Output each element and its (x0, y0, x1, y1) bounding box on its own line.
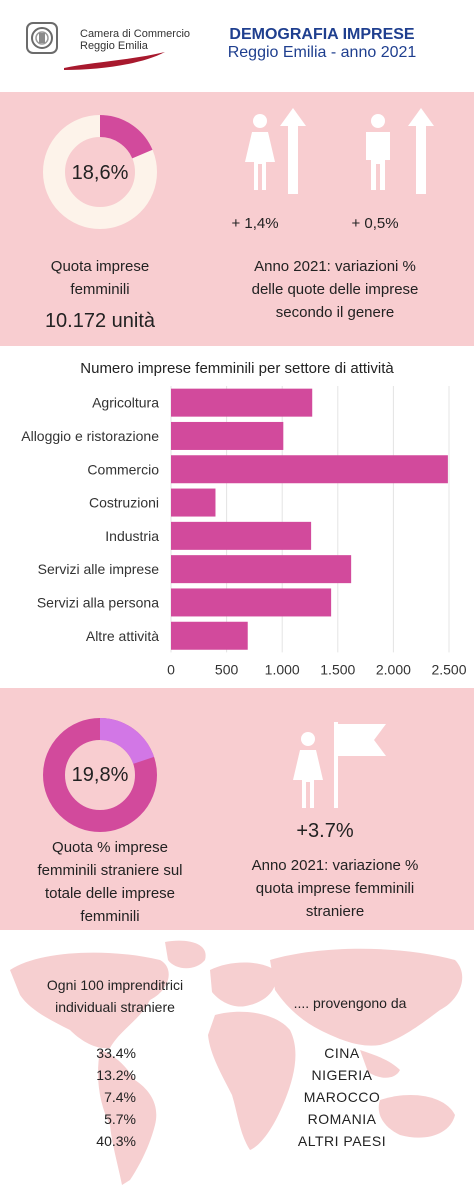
logo-swoosh (64, 52, 165, 70)
origin-intro-left: Ogni 100 imprenditrici individuali stran… (20, 974, 210, 1018)
foreign-variation-caption-line1: Anno 2021: variazione % (251, 857, 419, 874)
origin-country-list: CINA NIGERIA MAROCCO ROMANIA ALTRI PAESI (280, 1042, 404, 1152)
bar (171, 521, 312, 550)
bar (171, 621, 248, 650)
x-tick-label: 0 (167, 661, 175, 677)
origin-percent-list: 33.4% 13.2% 7.4% 5.7% 40.3% (60, 1042, 136, 1152)
category-label: Commercio (87, 461, 159, 477)
sector-bar-chart: 0 500 1.000 1.500 2.000 2.500 Agricoltura Allog… (21, 386, 467, 677)
flag-icon (334, 722, 386, 808)
female-business-count: 10.172 unità (44, 310, 156, 332)
foreign-share-section: 19,8% Quota % imprese femminili stranier… (0, 688, 474, 930)
share-caption-line2: femminili (70, 281, 130, 298)
foreign-share-caption-line1: Quota % imprese (52, 839, 168, 856)
sector-chart-section: Numero imprese femminili per settore di … (0, 346, 474, 688)
chamber-seal-logo (26, 22, 58, 54)
origin-country: NIGERIA (311, 1067, 373, 1083)
man-icon (366, 114, 390, 190)
origin-percent: 7.4% (104, 1089, 136, 1105)
origin-intro-left-line1: Ogni 100 imprenditrici (46, 977, 184, 993)
origin-percent: 5.7% (104, 1111, 136, 1127)
foreign-share-caption-line4: femminili (80, 908, 140, 925)
variation-caption-line3: secondo il genere (275, 304, 395, 321)
page-title: DEMOGRAFIA IMPRESE (229, 26, 415, 43)
variation-caption-line1: Anno 2021: variazioni % (254, 258, 416, 275)
category-label: Servizi alle imprese (38, 561, 160, 577)
category-label: Agricoltura (92, 395, 159, 411)
female-share-section: 18,6% Quota imprese femminili 10.172 uni… (0, 92, 474, 346)
origin-percent: 33.4% (96, 1045, 136, 1061)
female-change: + 1,4% (231, 215, 279, 232)
bar (171, 488, 216, 517)
category-label: Altre attività (86, 628, 159, 644)
foreign-share-caption-line3: totale delle imprese (44, 885, 176, 902)
woman-icon (293, 732, 323, 808)
bar (171, 588, 332, 617)
x-tick-label: 1.000 (265, 661, 300, 677)
foreign-change: +3.7% (296, 820, 354, 842)
world-map-icon (10, 940, 463, 1185)
foreign-variation-caption-line3: straniere (305, 903, 365, 920)
bar (171, 555, 352, 584)
bar (171, 455, 448, 484)
category-label: Alloggio e ristorazione (21, 428, 159, 444)
org-name-line1: Camera di Commercio (80, 28, 191, 40)
variation-caption: Anno 2021: variazioni % delle quote dell… (220, 255, 450, 324)
origin-percent: 40.3% (96, 1133, 136, 1149)
chart-title: Numero imprese femminili per settore di … (80, 360, 394, 377)
foreign-share-caption: Quota % imprese femminili straniere sul … (20, 836, 200, 928)
org-name: Camera di Commercio Reggio Emilia (80, 28, 190, 52)
donut-arc (43, 115, 157, 229)
foreign-variation-caption-line2: quota imprese femminili (255, 880, 415, 897)
male-change: + 0,5% (351, 215, 399, 232)
org-name-line2: Reggio Emilia (80, 40, 148, 52)
female-share-donut (43, 115, 157, 229)
origin-intro-left-line2: individuali straniere (55, 999, 175, 1015)
foreign-variation-caption: Anno 2021: variazione % quota imprese fe… (225, 854, 445, 923)
x-tick-label: 2.000 (376, 661, 411, 677)
origin-percent: 13.2% (96, 1067, 136, 1083)
donut-label: 18,6% (71, 162, 129, 184)
share-caption-line1: Quota imprese (50, 258, 150, 275)
origin-section: Ogni 100 imprenditrici individuali stran… (0, 930, 474, 1185)
page-subtitle: Reggio Emilia - anno 2021 (227, 44, 417, 61)
category-label: Industria (105, 528, 159, 544)
category-label: Costruzioni (89, 495, 159, 511)
header: Camera di Commercio Reggio Emilia DEMOGR… (0, 0, 474, 92)
x-tick-label: 1.500 (320, 661, 355, 677)
origin-intro-right: .... provengono da (293, 995, 407, 1011)
bar (171, 388, 313, 417)
origin-country: MAROCCO (303, 1089, 381, 1105)
share-caption: Quota imprese femminili (20, 255, 180, 301)
origin-country: ROMANIA (307, 1111, 377, 1127)
x-tick-label: 500 (215, 661, 239, 677)
foreign-share-caption-line2: femminili straniere sul (37, 862, 183, 879)
category-label: Servizi alla persona (37, 594, 159, 610)
bar (171, 421, 284, 450)
arrow-up-icon (280, 108, 306, 194)
foreign-share-donut (43, 718, 157, 832)
woman-icon (245, 114, 275, 190)
x-tick-label: 2.500 (431, 661, 466, 677)
arrow-up-icon (408, 108, 434, 194)
donut-arc (43, 718, 157, 832)
variation-caption-line2: delle quote delle imprese (251, 281, 419, 298)
origin-country: ALTRI PAESI (297, 1133, 387, 1149)
origin-country: CINA (324, 1045, 360, 1061)
donut-label: 19,8% (71, 764, 129, 786)
